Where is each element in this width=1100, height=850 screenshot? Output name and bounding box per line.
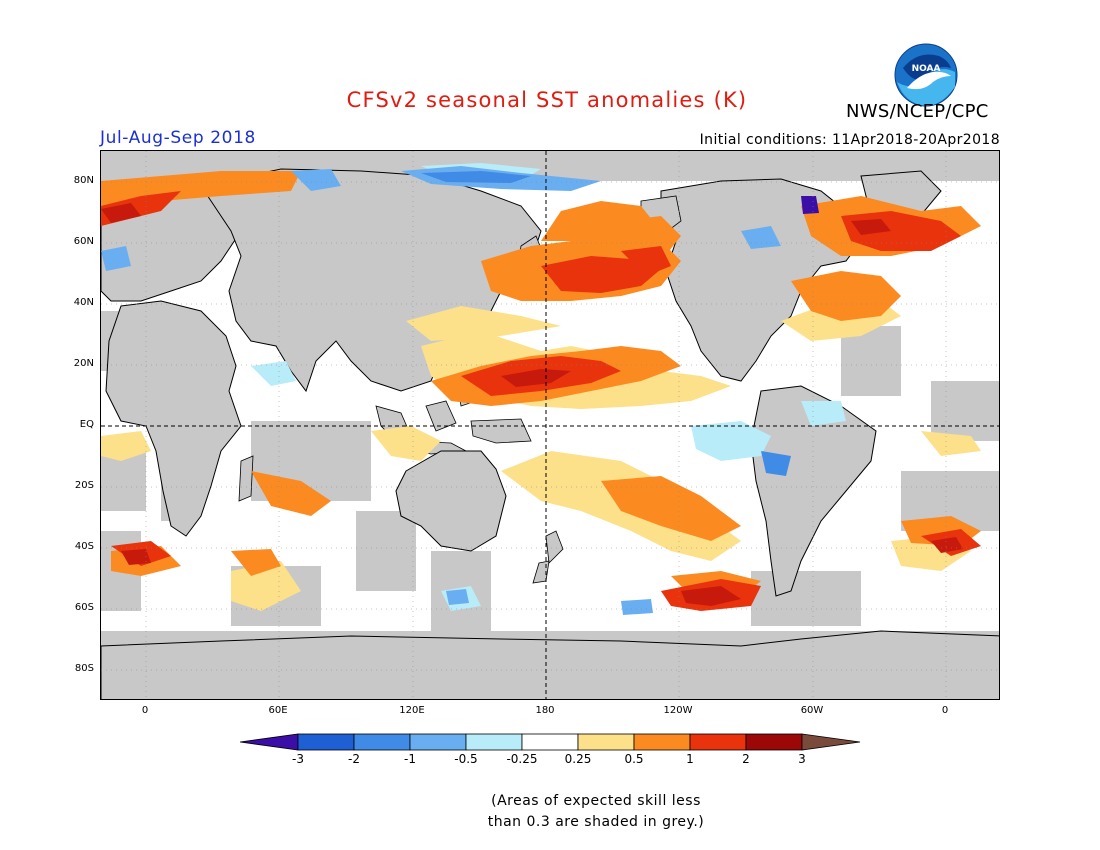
lon-label-60w: 60W: [800, 705, 824, 716]
lon-label-0-west: 0: [141, 705, 149, 716]
skill-note-line2: than 0.3 are shaded in grey.): [487, 814, 705, 830]
south-america-landmass: [750, 385, 877, 597]
lon-label-0-east: 0: [941, 705, 949, 716]
grid-lines: [101, 151, 999, 699]
lat-label-eq: EQ: [79, 419, 94, 430]
lat-label-20n: 20N: [73, 358, 94, 369]
colorbar-tick-neg0.25: -0.25: [506, 752, 538, 766]
lat-label-80n: 80N: [73, 175, 94, 186]
colorbar-arrow-high: [801, 733, 861, 751]
map-title: CFSv2 seasonal SST anomalies (K): [346, 88, 748, 112]
lon-label-120e: 120E: [399, 705, 425, 716]
lat-label-60s: 60S: [74, 602, 94, 613]
colorbar-seg-6: [577, 733, 635, 751]
anomaly-neg-3: [801, 196, 819, 214]
lat-label-80s: 80S: [74, 663, 94, 674]
colorbar-seg-5: [521, 733, 579, 751]
colorbar-tick-3: 3: [798, 752, 806, 766]
sst-anomaly-map: [100, 150, 1000, 700]
colorbar-tick-neg1: -1: [404, 752, 416, 766]
colorbar-seg-7: [633, 733, 691, 751]
lon-label-180: 180: [535, 705, 555, 716]
anomaly-2-3: [101, 203, 963, 606]
map-canvas: [101, 151, 999, 699]
colorbar-tick-neg2: -2: [348, 752, 360, 766]
colorbar-tick-0.25: 0.25: [564, 752, 592, 766]
australia-landmass: [395, 450, 507, 552]
colorbar-tick-0.5: 0.5: [624, 752, 644, 766]
lat-label-40n: 40N: [73, 297, 94, 308]
skill-note-line1: (Areas of expected skill less: [491, 793, 701, 809]
africa-landmass: [105, 300, 242, 537]
lat-label-60n: 60N: [73, 236, 94, 247]
antarctica-landmass: [101, 630, 999, 699]
initial-conditions-label: Initial conditions: 11Apr2018-20Apr2018: [699, 132, 1000, 148]
colorbar-seg-1: [297, 733, 355, 751]
lon-label-60e: 60E: [268, 705, 288, 716]
lat-label-20s: 20S: [74, 480, 94, 491]
noaa-logo-text: NOAA: [912, 64, 941, 74]
colorbar-tick-1: 1: [686, 752, 694, 766]
colorbar-seg-4: [465, 733, 523, 751]
noaa-logo-icon: NOAA: [894, 43, 958, 107]
colorbar: [240, 733, 861, 751]
colorbar-seg-9: [745, 733, 803, 751]
organization-label: NWS/NCEP/CPC: [846, 101, 989, 122]
lon-label-120w: 120W: [663, 705, 693, 716]
anomaly-neg-1-2: [421, 171, 791, 476]
colorbar-seg-2: [353, 733, 411, 751]
colorbar-tick-neg0.5: -0.5: [454, 752, 478, 766]
colorbar-tick-2: 2: [742, 752, 750, 766]
colorbar-seg-8: [689, 733, 747, 751]
colorbar-seg-3: [409, 733, 467, 751]
period-label: Jul-Aug-Sep 2018: [100, 128, 256, 148]
colorbar-tick-neg3: -3: [292, 752, 304, 766]
colorbar-arrow-low: [240, 733, 299, 751]
madagascar-landmass: [238, 455, 254, 502]
lat-label-40s: 40S: [74, 541, 94, 552]
